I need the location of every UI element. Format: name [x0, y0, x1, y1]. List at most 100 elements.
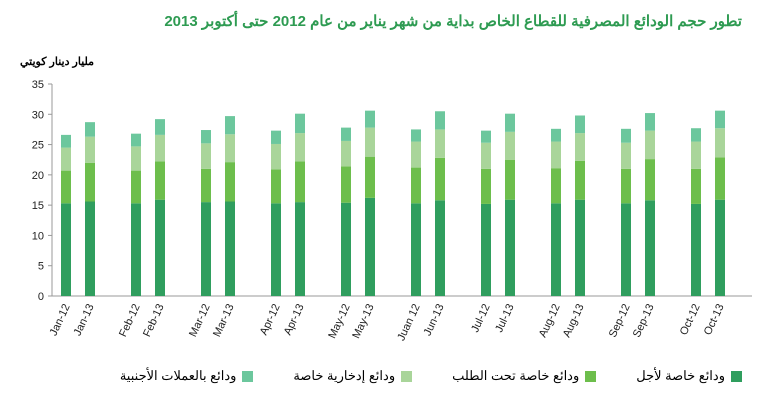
bar-segment: [295, 113, 305, 134]
bar-segment: [365, 156, 375, 198]
x-tick-label: Jun-13: [422, 302, 447, 338]
bar-segment: [155, 199, 165, 296]
x-tick-label: Jan-13: [72, 302, 97, 338]
bar-segment: [551, 168, 561, 204]
legend-item: ودائع بالعملات الأجنبية: [120, 368, 254, 384]
bar-segment: [131, 203, 141, 296]
bar-segment: [715, 128, 725, 158]
bar-segment: [131, 146, 141, 171]
y-tick-label: 0: [38, 291, 44, 303]
bar-segment: [271, 130, 281, 144]
x-tick-label: Jul-12: [469, 302, 493, 334]
legend-item: ودائع إدخارية خاصة: [293, 368, 413, 384]
bar-segment: [225, 201, 235, 296]
bar-segment: [155, 134, 165, 162]
bar-segment: [411, 141, 421, 168]
x-tick-label: Mar-12: [187, 302, 213, 339]
x-tick-label: Mar-13: [211, 302, 237, 339]
y-axis-label: مليار دينار كويتي: [20, 56, 95, 68]
bar-segment: [225, 116, 235, 135]
x-tick-label: Apr-12: [258, 302, 283, 337]
chart-title: تطور حجم الودائع المصرفية للقطاع الخاص ب…: [164, 13, 742, 30]
bar-segment: [131, 170, 141, 204]
bar-segment: [225, 134, 235, 163]
x-tick-label: Juan 12: [395, 302, 422, 343]
y-tick-label: 5: [38, 261, 44, 273]
bar-segment: [61, 134, 71, 148]
bar-segment: [481, 203, 491, 296]
x-tick-label: Jan-12: [48, 302, 73, 338]
bar-segment: [341, 202, 351, 296]
bar-segment: [621, 203, 631, 296]
bar-segment: [435, 129, 445, 158]
x-tick-label: May-13: [350, 302, 376, 340]
bar-segment: [481, 168, 491, 204]
legend-label: ودائع خاصة لأجل: [636, 368, 725, 383]
x-tick-label: Feb-13: [141, 302, 167, 339]
legend: ودائع خاصة لأجل ودائع خاصة تحت الطلب ودائع…: [120, 368, 742, 384]
bar-segment: [621, 168, 631, 204]
bar-segment: [481, 130, 491, 143]
bar-segment: [61, 147, 71, 171]
bar-segment: [481, 142, 491, 169]
bar-segment: [365, 110, 375, 128]
bar-segment: [411, 203, 421, 296]
legend-item: ودائع خاصة لأجل: [636, 368, 742, 384]
y-tick-label: 20: [32, 170, 44, 182]
y-tick-label: 25: [32, 140, 44, 152]
x-tick-label: Feb-12: [117, 302, 143, 339]
bar-segment: [435, 111, 445, 130]
legend-label: ودائع خاصة تحت الطلب: [452, 368, 580, 383]
x-tick-label: Jul-13: [493, 302, 517, 334]
bar-segment: [575, 160, 585, 200]
bar-segment: [225, 162, 235, 202]
bar-segment: [715, 157, 725, 200]
bar-segment: [155, 161, 165, 200]
bar-segment: [365, 197, 375, 296]
bar-segment: [505, 131, 515, 160]
bar-segment: [85, 162, 95, 202]
bar-segment: [271, 203, 281, 296]
bar-segment: [201, 168, 211, 203]
bar-segment: [715, 110, 725, 129]
bar-segment: [365, 127, 375, 157]
bar-segment: [575, 115, 585, 134]
bar-segment: [645, 113, 655, 131]
bar-segment: [621, 128, 631, 143]
bar-segment: [295, 202, 305, 296]
bar-segment: [575, 133, 585, 161]
x-tick-label: Aug-13: [561, 302, 587, 339]
x-tick-label: Sep-13: [631, 302, 657, 339]
legend-item: ودائع خاصة تحت الطلب: [452, 368, 597, 384]
legend-swatch: [401, 370, 413, 382]
bar-segment: [435, 200, 445, 296]
x-tick-label: May-12: [326, 302, 352, 340]
bar-segment: [201, 130, 211, 144]
y-tick-label: 35: [32, 79, 44, 91]
y-tick-label: 10: [32, 230, 44, 242]
x-tick-label: Oct-13: [702, 302, 727, 337]
bar-segment: [341, 166, 351, 203]
bar-segment: [341, 127, 351, 141]
x-tick-label: Sep-12: [607, 302, 633, 339]
legend-swatch: [242, 370, 254, 382]
bar-segment: [621, 142, 631, 169]
x-tick-label: Aug-12: [537, 302, 563, 339]
x-tick-label: Apr-13: [282, 302, 307, 337]
bar-segment: [551, 128, 561, 142]
y-tick-label: 15: [32, 200, 44, 212]
bar-segment: [645, 200, 655, 296]
legend-label: ودائع إدخارية خاصة: [293, 368, 396, 383]
bar-segment: [691, 128, 701, 142]
y-tick-label: 30: [32, 109, 44, 121]
bar-segment: [645, 130, 655, 160]
bar-segment: [201, 143, 211, 169]
bar-segment: [271, 143, 281, 170]
bar-segment: [551, 203, 561, 296]
bar-segment: [201, 202, 211, 296]
bar-segment: [505, 159, 515, 200]
bar-segment: [551, 141, 561, 169]
bar-segment: [155, 119, 165, 135]
bar-segment: [435, 157, 445, 201]
